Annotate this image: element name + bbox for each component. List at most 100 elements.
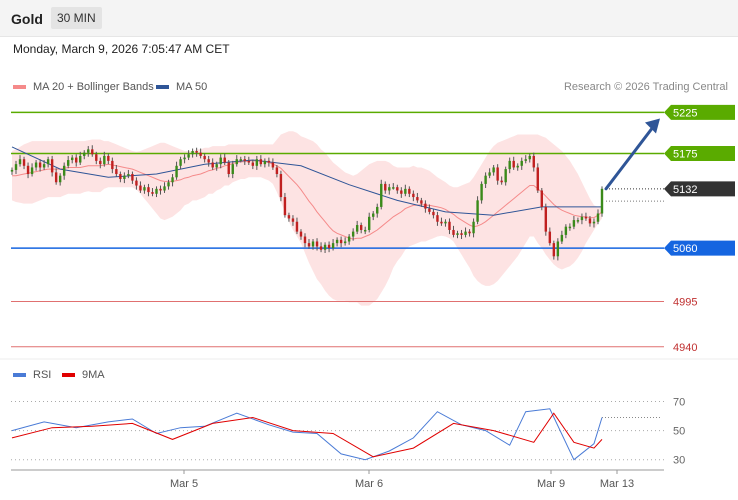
candle-body: [552, 243, 556, 257]
candle-body: [476, 200, 479, 222]
candle-body: [315, 241, 319, 247]
candle-body: [159, 188, 162, 191]
legend-label-9ma: 9MA: [82, 369, 105, 381]
candle-body: [376, 206, 379, 214]
candle-body: [291, 218, 295, 222]
candle-body: [107, 155, 110, 161]
candle-body: [131, 174, 134, 181]
candle-body: [179, 159, 182, 166]
candle-body: [26, 165, 30, 175]
candle-body: [175, 165, 178, 178]
candle-body: [255, 159, 259, 166]
price-tag-text-5132: 5132: [673, 184, 697, 196]
candle-body: [99, 160, 102, 165]
candle-body: [363, 229, 367, 232]
candle-body: [400, 190, 403, 194]
candle-body: [468, 231, 471, 234]
candle-body: [30, 167, 34, 175]
candle-body: [22, 159, 26, 166]
candle-body: [452, 229, 455, 235]
candle-body: [271, 162, 275, 168]
candle-body: [323, 244, 327, 250]
candle-body: [372, 213, 375, 217]
candle-body: [528, 155, 531, 160]
candle-body: [251, 162, 255, 166]
candle-body: [331, 243, 335, 249]
candle-body: [520, 160, 523, 166]
candle-body: [283, 197, 287, 216]
candle-body: [460, 233, 463, 235]
candle-body: [484, 175, 487, 184]
candle-body: [151, 192, 154, 194]
candle-body: [488, 172, 491, 176]
price-tag-text-5060: 5060: [673, 243, 697, 255]
candle-body: [327, 244, 331, 249]
candle-body: [187, 154, 190, 158]
candle-body: [231, 164, 234, 175]
candle-body: [572, 220, 576, 227]
candle-body: [171, 177, 174, 183]
candle-body: [239, 159, 242, 161]
ma20-line: [12, 160, 603, 240]
x-axis-label: Mar 13: [600, 478, 634, 490]
candle-body: [480, 183, 483, 201]
price-label-4940: 4940: [673, 342, 697, 354]
candle-body: [34, 162, 38, 168]
candle-body: [279, 174, 283, 198]
candle-body: [339, 239, 343, 244]
instrument-title: Gold: [11, 11, 43, 27]
candle-body: [119, 174, 122, 179]
candle-body: [548, 231, 552, 244]
candle-body: [299, 231, 303, 237]
legend-swatch-ma20: [13, 85, 26, 89]
candle-body: [227, 162, 230, 175]
candle-body: [127, 174, 130, 176]
candle-body: [38, 162, 42, 168]
price-label-4995: 4995: [673, 297, 697, 309]
candle-body: [115, 169, 118, 175]
candle-body: [436, 215, 439, 222]
price-tag-text-5175: 5175: [673, 148, 697, 160]
credit-text: Research © 2026 Trading Central: [563, 81, 728, 93]
candle-body: [143, 187, 146, 191]
candle-body: [199, 152, 202, 156]
candle-body: [183, 157, 186, 160]
price-tag-5175: [664, 145, 735, 161]
candle-body: [95, 154, 98, 161]
candle-body: [259, 159, 263, 165]
candle-body: [368, 216, 371, 230]
candle-body: [472, 221, 475, 234]
legend-label-ma50: MA 50: [176, 81, 208, 93]
candle-body: [496, 167, 499, 181]
legend-swatch-rsi: [13, 373, 26, 377]
candle-body: [408, 188, 411, 194]
candle-body: [135, 180, 138, 186]
candle-body: [359, 225, 363, 230]
candle-body: [544, 206, 548, 232]
rsi-line: [11, 408, 603, 461]
candle-body: [492, 167, 495, 173]
price-tag-5132: [664, 181, 735, 197]
candle-body: [319, 246, 323, 250]
candle-body: [18, 159, 22, 165]
x-axis-label: Mar 5: [170, 478, 198, 490]
legend-ma50: MA 50: [156, 81, 207, 93]
candle-body: [10, 169, 14, 172]
candle-body: [464, 231, 467, 235]
candle-body: [444, 221, 447, 224]
candle-body: [504, 169, 507, 183]
candle-body: [592, 221, 596, 224]
candle-body: [83, 152, 86, 156]
candle-body: [235, 159, 238, 165]
candle-body: [584, 216, 588, 219]
candle-body: [307, 243, 311, 247]
timestamp: Monday, March 9, 2026 7:05:47 AM CET: [13, 42, 230, 56]
rsi-tick-label: 70: [673, 397, 685, 409]
candle-body: [524, 159, 527, 161]
candle-body: [560, 234, 564, 242]
timeframe-badge[interactable]: 30 MIN: [51, 7, 102, 29]
candle-body: [195, 151, 198, 153]
candle-body: [448, 221, 451, 230]
